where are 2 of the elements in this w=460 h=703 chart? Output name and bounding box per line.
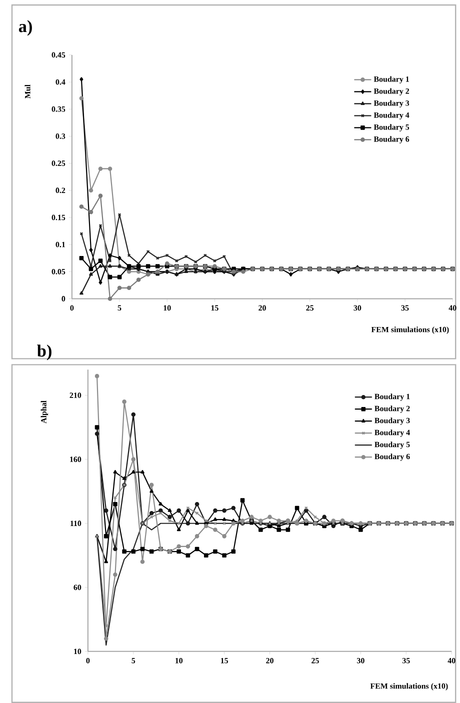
chart-title: b) xyxy=(37,344,52,360)
chart-title: a) xyxy=(18,20,32,36)
